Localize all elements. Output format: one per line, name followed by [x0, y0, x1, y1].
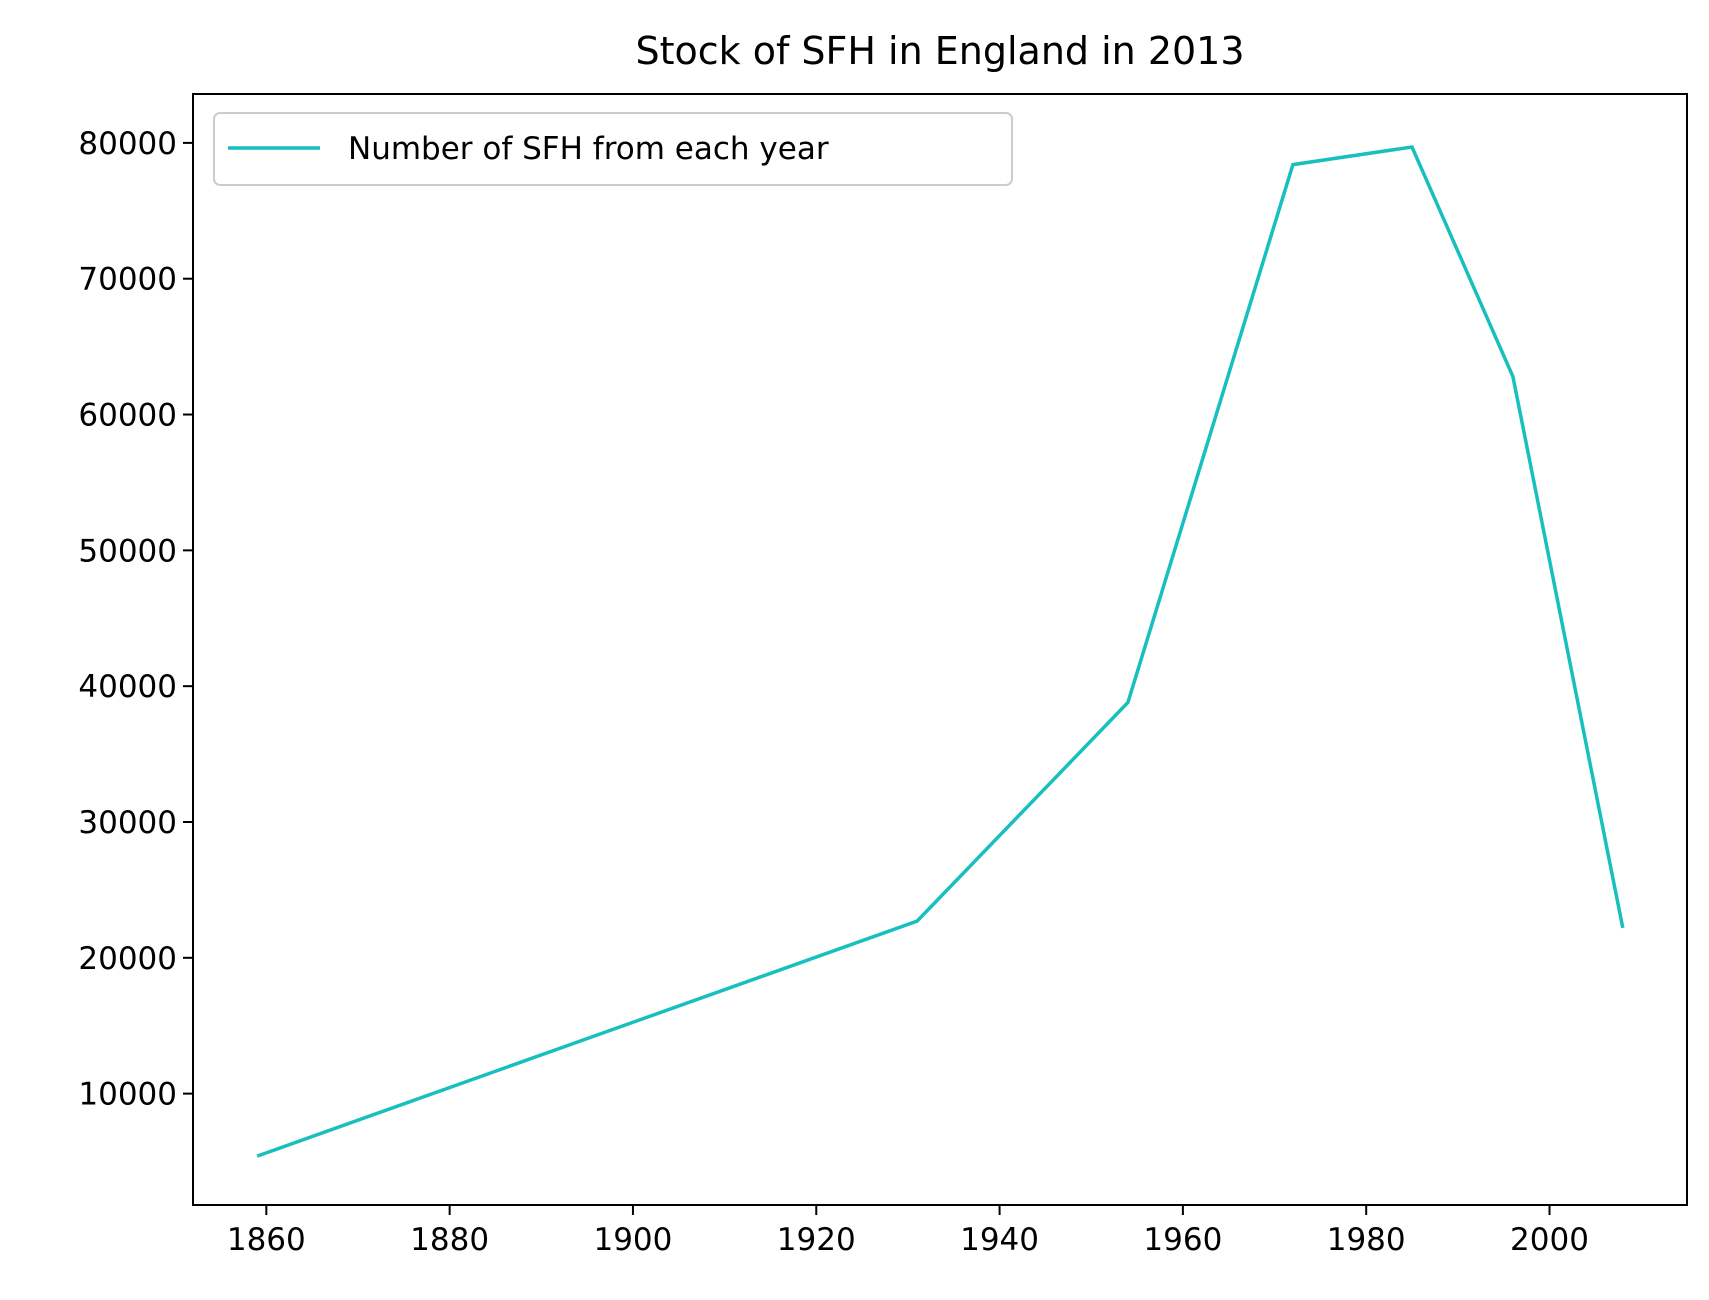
x-tick-label: 1900 [593, 1222, 672, 1258]
y-tick-label: 50000 [78, 533, 177, 569]
legend-box [213, 112, 1013, 186]
x-axis: 1860 1880 1900 1920 1940 1960 1980 2000 [227, 1205, 1589, 1258]
plot-area [192, 93, 1688, 1206]
y-tick-label: 20000 [78, 941, 177, 977]
x-tick-label: 1980 [1327, 1222, 1406, 1258]
y-tick-label: 70000 [78, 262, 177, 298]
axes-frame [192, 93, 1688, 1206]
y-tick-label: 10000 [78, 1077, 177, 1113]
x-tick-label: 1860 [227, 1222, 306, 1258]
x-tick-label: 1880 [410, 1222, 489, 1258]
y-tick-label: 40000 [78, 669, 177, 705]
y-axis: 10000 20000 30000 40000 50000 60000 70000 80000 [78, 126, 193, 1113]
y-tick-label: 30000 [78, 805, 177, 841]
y-tick-label: 80000 [78, 126, 177, 162]
series-layer [256, 145, 1625, 1158]
x-tick-label: 1920 [777, 1222, 856, 1258]
x-tick-label: 1940 [960, 1222, 1039, 1258]
chart-title: Stock of SFH in England in 2013 [635, 29, 1244, 73]
series-line [256, 145, 1625, 1158]
x-tick-label: 2000 [1510, 1222, 1589, 1258]
legend-label: Number of SFH from each year [348, 131, 829, 167]
legend: Number of SFH from each year [213, 112, 1013, 186]
y-tick-label: 60000 [78, 398, 177, 434]
x-tick-label: 1960 [1143, 1222, 1222, 1258]
